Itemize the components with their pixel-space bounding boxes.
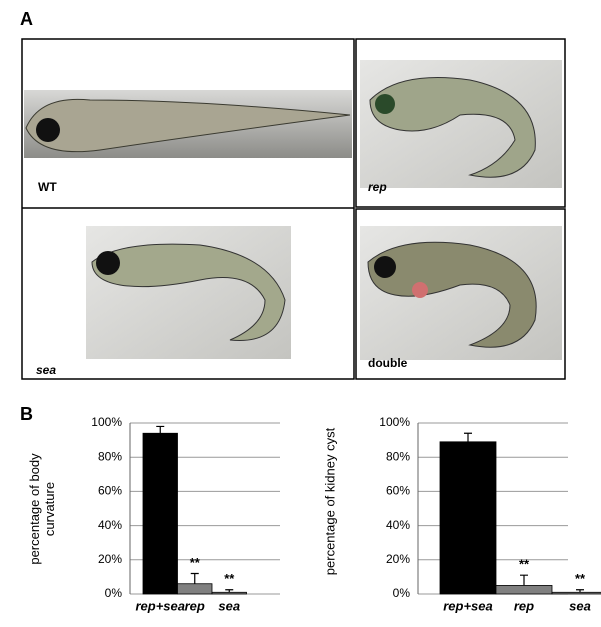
- error-bar: [520, 574, 528, 586]
- bar: [142, 432, 178, 595]
- error-bar: [225, 589, 234, 593]
- fish: [369, 77, 536, 178]
- error-bar: [190, 572, 199, 584]
- x-tick-label: rep+sea: [135, 598, 185, 613]
- fish: [91, 243, 286, 341]
- y-tick-label: 20%: [386, 552, 410, 566]
- error-bar: [156, 425, 165, 434]
- y-tick-label: 100%: [379, 415, 410, 429]
- image-label: WT: [38, 180, 57, 194]
- bar: [211, 591, 247, 595]
- bar: [551, 591, 601, 595]
- panel-frame: [355, 208, 566, 380]
- bar: [177, 583, 213, 595]
- fish-eye: [375, 94, 395, 114]
- y-axis-label: percentage of body curvature: [27, 452, 57, 565]
- y-tick-label: 40%: [386, 518, 410, 532]
- panel-frame: [21, 38, 355, 380]
- cyst: [412, 282, 428, 298]
- y-tick-label: 0%: [393, 586, 411, 600]
- y-tick-label: 20%: [98, 552, 122, 566]
- fish: [25, 98, 351, 153]
- fish-eye: [36, 118, 60, 142]
- x-tick-label: rep+sea: [443, 598, 493, 613]
- y-tick-label: 80%: [98, 449, 122, 463]
- x-tick-label: rep: [514, 598, 534, 613]
- x-tick-label: sea: [218, 598, 240, 613]
- image-label: sea: [36, 363, 56, 377]
- error-bar: [576, 589, 584, 593]
- significance: **: [190, 555, 201, 570]
- fish-eye: [96, 251, 120, 275]
- panel-label: B: [20, 404, 33, 424]
- significance: **: [224, 571, 235, 586]
- bar: [495, 585, 553, 595]
- y-tick-label: 80%: [386, 449, 410, 463]
- y-tick-label: 0%: [105, 586, 123, 600]
- significance: **: [519, 557, 530, 572]
- significance: **: [575, 571, 586, 586]
- y-tick-label: 100%: [91, 415, 122, 429]
- y-axis-label: percentage of kidney cyst: [322, 427, 338, 575]
- panel-label: A: [20, 9, 33, 29]
- fish: [367, 241, 537, 348]
- image-label: double: [368, 356, 408, 370]
- image-label: rep: [368, 180, 387, 194]
- bar: [439, 441, 497, 595]
- fish-eye: [374, 256, 396, 278]
- error-bar: [464, 432, 472, 442]
- y-tick-label: 60%: [98, 484, 122, 498]
- y-tick-label: 40%: [98, 518, 122, 532]
- panel-frame: [355, 38, 566, 208]
- x-tick-label: rep: [185, 598, 205, 613]
- y-tick-label: 60%: [386, 484, 410, 498]
- x-tick-label: sea: [569, 598, 591, 613]
